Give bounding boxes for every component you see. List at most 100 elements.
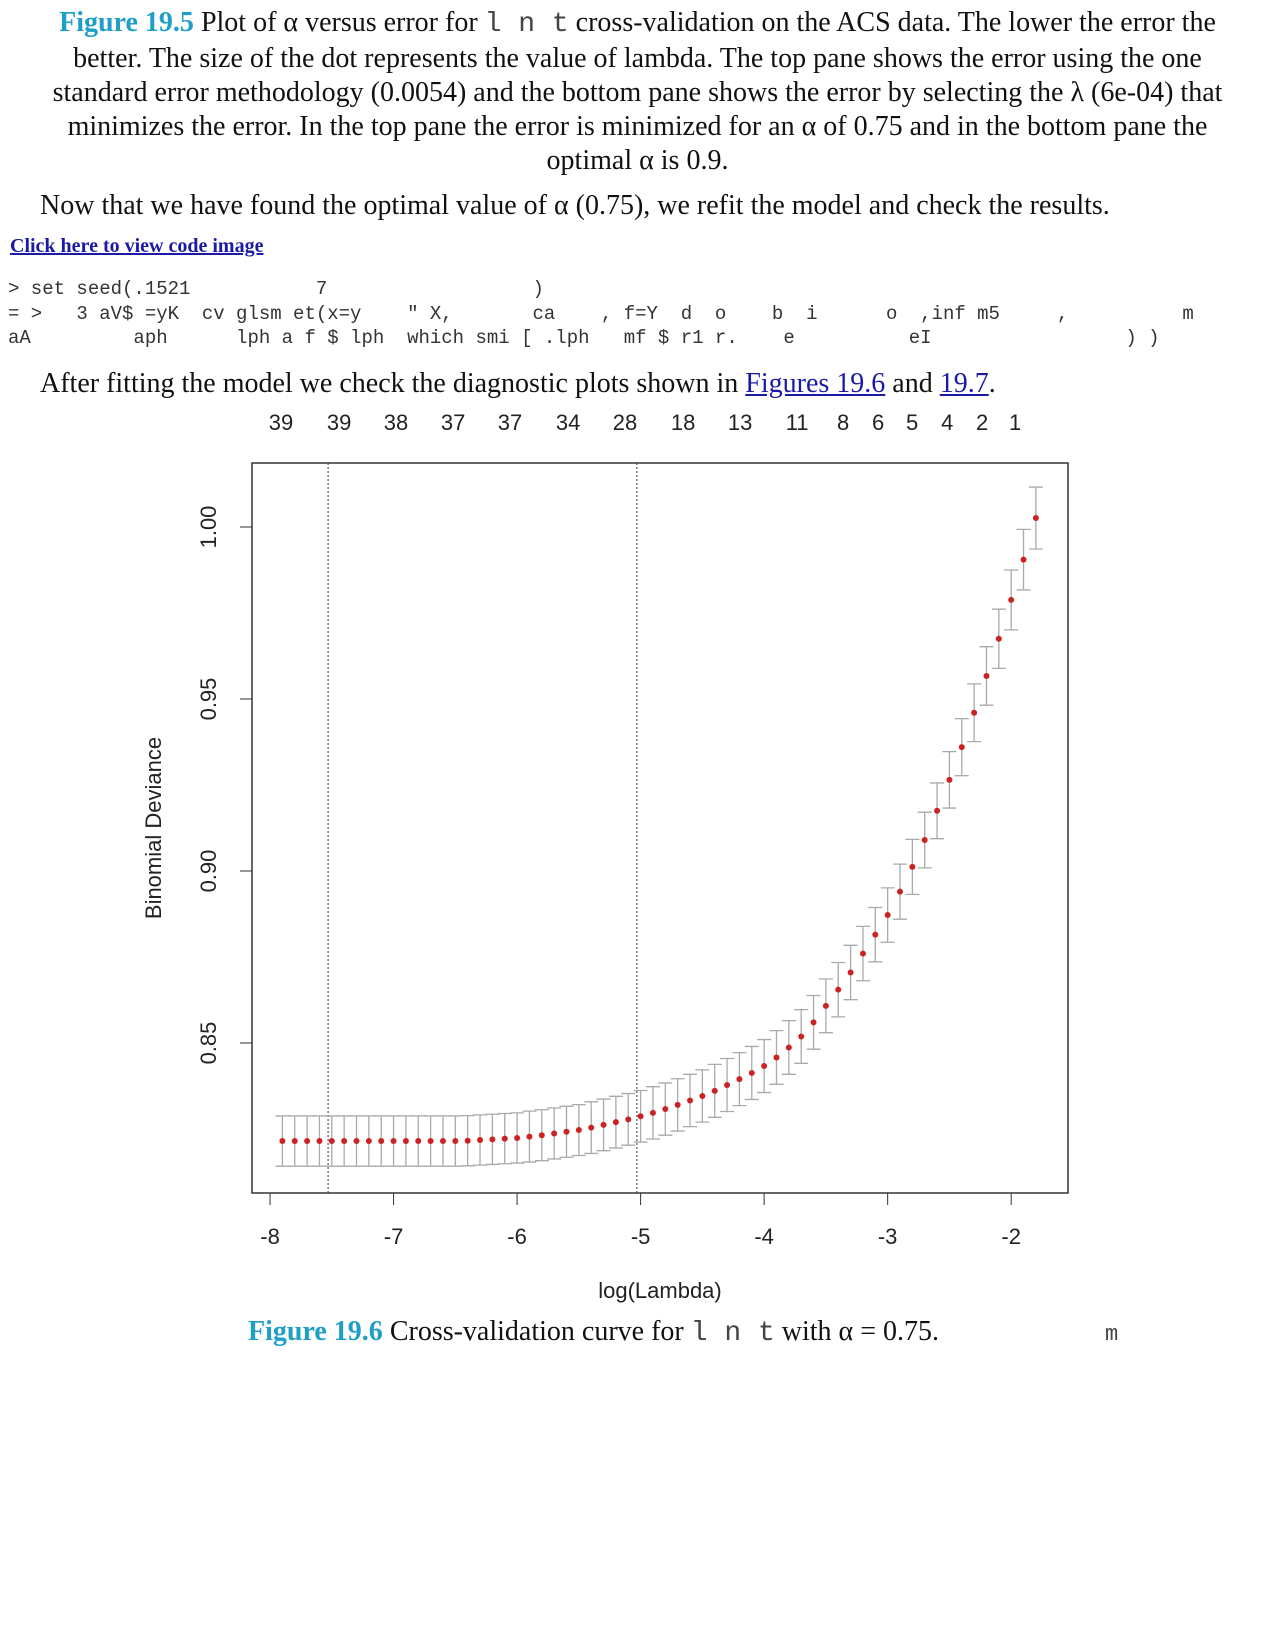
point [514, 1134, 521, 1141]
point [551, 1130, 558, 1137]
point [464, 1137, 471, 1144]
text: After fitting the model we check the dia… [40, 368, 746, 399]
top-tick-label: 28 [613, 410, 637, 435]
top-tick-label: 5 [906, 410, 918, 435]
point [365, 1138, 372, 1145]
figure-label: Figure 19.6 [248, 1316, 383, 1347]
point [600, 1121, 607, 1128]
point [291, 1138, 298, 1145]
plot-frame [251, 462, 1069, 1194]
point [390, 1138, 397, 1145]
x-tick-label: -4 [754, 1224, 774, 1249]
point [724, 1081, 731, 1088]
paragraph: Now that we have found the optimal value… [40, 190, 1110, 221]
point [1032, 515, 1039, 522]
x-tick-label: -5 [631, 1224, 651, 1249]
x-axis-label: log(Lambda) [598, 1278, 722, 1303]
figure-label: Figure 19.5 [59, 7, 194, 38]
point [501, 1135, 508, 1142]
top-tick-label: 39 [269, 410, 293, 435]
point [798, 1033, 805, 1040]
y-tick-label: 0.85 [196, 1022, 221, 1065]
point [649, 1109, 656, 1116]
point [958, 744, 965, 751]
inline-code: l n t [690, 1318, 775, 1349]
y-axis-label: Binomial Deviance [141, 737, 166, 919]
point [761, 1063, 768, 1070]
point [736, 1076, 743, 1083]
point [304, 1138, 311, 1145]
y-tick-label: 1.00 [196, 506, 221, 549]
point [637, 1113, 644, 1120]
top-tick-label: 6 [872, 410, 884, 435]
caption-text: Cross-validation curve for [382, 1316, 691, 1347]
point [1008, 596, 1015, 603]
point [279, 1138, 286, 1145]
point [897, 888, 904, 895]
point [785, 1044, 792, 1051]
top-tick-label: 13 [728, 410, 752, 435]
point [995, 635, 1002, 642]
top-tick-label: 38 [384, 410, 408, 435]
point [402, 1138, 409, 1145]
top-tick-label: 37 [441, 410, 465, 435]
top-tick-label: 4 [941, 410, 953, 435]
x-tick-label: -7 [384, 1224, 404, 1249]
x-tick-label: -6 [507, 1224, 527, 1249]
code-link[interactable]: Click here to view code image [10, 235, 264, 257]
point [859, 950, 866, 957]
point [353, 1138, 360, 1145]
code-line: aA aph lph a f $ lph which smi [ .lph mf… [8, 327, 1160, 349]
point [711, 1087, 718, 1094]
point [477, 1137, 484, 1144]
top-tick-label: 8 [837, 410, 849, 435]
point [526, 1133, 533, 1140]
top-tick-label: 1 [1009, 410, 1021, 435]
point [687, 1097, 694, 1104]
point [909, 863, 916, 870]
text: . [988, 368, 996, 399]
x-tick-label: -8 [260, 1224, 280, 1249]
figure-link[interactable]: Figures 19.6 [745, 368, 886, 399]
point [439, 1138, 446, 1145]
code-line: = > 3 aV$ =yK cv glsm et(x=y " X, ca , f… [8, 303, 1194, 325]
top-tick-label: 37 [498, 410, 522, 435]
caption-text: with α = 0.75. [774, 1316, 939, 1347]
point [884, 912, 891, 919]
point [563, 1128, 570, 1135]
point [983, 672, 990, 679]
point [674, 1101, 681, 1108]
point [489, 1136, 496, 1143]
point [748, 1069, 755, 1076]
top-tick-label: 11 [786, 410, 809, 435]
point [1020, 556, 1027, 563]
point [946, 776, 953, 783]
y-tick-label: 0.95 [196, 678, 221, 721]
caption: Figure 19.6 Cross-validation curve for l… [248, 1316, 939, 1349]
text: and [885, 368, 940, 399]
top-tick-label: 18 [671, 410, 695, 435]
point [921, 837, 928, 844]
point [588, 1124, 595, 1131]
x-tick-label: -3 [878, 1224, 898, 1249]
paragraph: After fitting the model we check the dia… [40, 368, 996, 400]
top-tick-label: 39 [327, 410, 351, 435]
point [835, 986, 842, 993]
point [872, 931, 879, 938]
point [378, 1138, 385, 1145]
point [810, 1019, 817, 1026]
point [773, 1054, 780, 1061]
point [316, 1138, 323, 1145]
point [538, 1132, 545, 1139]
point [341, 1138, 348, 1145]
figure-link[interactable]: 19.7 [939, 368, 989, 399]
top-tick-label: 2 [976, 410, 988, 435]
caption-text: cross-validation on the ACS data. The lo… [52, 7, 1223, 176]
caption-text: Plot of α versus error for [193, 7, 485, 38]
point [662, 1106, 669, 1113]
top-tick-label: 34 [556, 410, 580, 435]
x-tick-label: -2 [1001, 1224, 1021, 1249]
inline-code: l n t [484, 9, 569, 40]
point [612, 1119, 619, 1126]
